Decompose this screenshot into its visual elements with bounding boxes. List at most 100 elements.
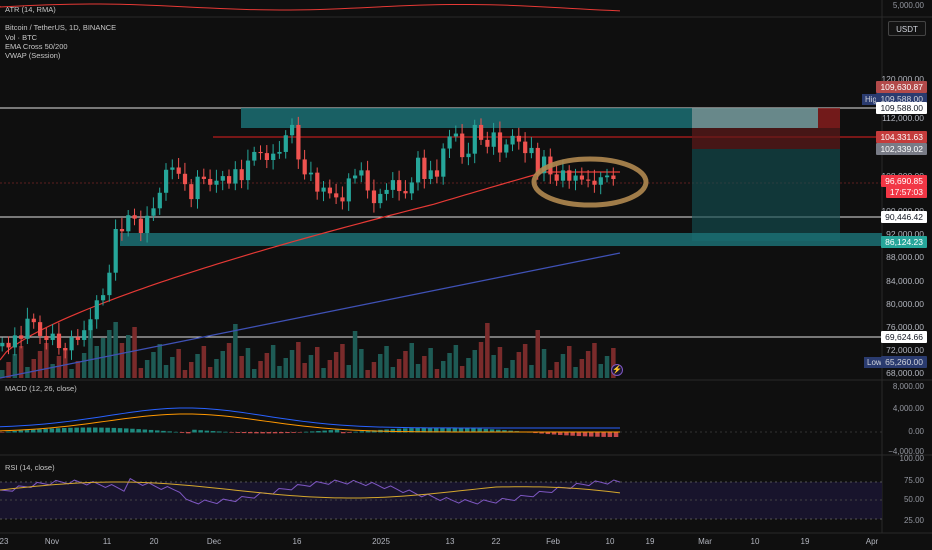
volume-bar (378, 354, 383, 378)
ema-50-line (0, 171, 620, 361)
candle-body (605, 175, 610, 178)
vwap-indicator-label[interactable]: VWAP (Session) (5, 51, 61, 60)
macd-histogram-bar (155, 430, 160, 433)
candle-body (50, 333, 55, 340)
candle-body (19, 335, 24, 339)
macd-histogram-bar (576, 432, 582, 437)
volume-bar (529, 365, 534, 378)
macd-histogram-bar (37, 429, 42, 433)
volume-bar (453, 345, 459, 378)
macd-histogram-bar (18, 430, 24, 433)
volume-bar (31, 359, 36, 378)
candle-body (359, 170, 364, 176)
volume-bar (390, 367, 396, 378)
support-level-badge: 90,446.42 (881, 211, 927, 223)
candle-body (560, 170, 566, 181)
volume-bar (0, 370, 5, 378)
macd-histogram-bar (142, 429, 148, 433)
volume-bar (327, 360, 333, 378)
time-axis-tick: 13 (445, 537, 455, 546)
volume-bar (403, 351, 408, 378)
volume-bar (541, 349, 547, 378)
macd-histogram-bar (111, 427, 117, 433)
volume-bar (384, 346, 389, 378)
candle-body (542, 156, 547, 174)
volume-bar (510, 360, 515, 378)
volume-bar (214, 359, 219, 378)
zone-projection (692, 108, 818, 128)
time-axis-tick: 19 (800, 537, 810, 546)
price-axis-tick: 112,000.00 (882, 113, 924, 123)
macd-histogram-bar (223, 431, 228, 433)
volume-bar (270, 345, 276, 378)
macd-histogram-bar (167, 431, 172, 433)
lightning-icon[interactable]: ⚡ (611, 364, 623, 376)
candle-body (586, 179, 591, 181)
candle-body (157, 192, 162, 209)
atr-indicator-label[interactable]: ATR (14, RMA) (5, 5, 56, 14)
time-axis-tick: 16 (292, 537, 302, 546)
volume-bar (207, 367, 213, 378)
macd-histogram-bar (93, 427, 98, 433)
volume-bar (459, 366, 465, 378)
ema-cross-indicator-label[interactable]: EMA Cross 50/200 (5, 42, 68, 51)
macd-histogram-bar (570, 432, 575, 436)
volume-indicator-label[interactable]: Vol · BTC (5, 33, 38, 42)
volume-bar (189, 362, 194, 378)
candle-body (12, 335, 17, 348)
volume-bar (592, 343, 597, 378)
candle-body (466, 153, 471, 158)
candle-body (101, 295, 106, 301)
macd-histogram-bar (303, 431, 309, 433)
volume-bar (94, 346, 99, 378)
macd-indicator-label[interactable]: MACD (12, 26, close) (5, 384, 77, 393)
time-axis-tick: 10 (750, 537, 760, 546)
macd-histogram-bar (353, 431, 358, 433)
volume-bar (283, 358, 288, 378)
candle-body (472, 124, 477, 154)
candle-body (233, 169, 238, 184)
volume-bar (504, 368, 509, 378)
candle-body (245, 160, 251, 181)
macd-histogram-bar (409, 428, 414, 433)
candle-body (56, 333, 62, 349)
currency-selector[interactable]: USDT (888, 21, 926, 36)
macd-histogram-bar (601, 432, 606, 437)
macd-histogram-bar (322, 430, 327, 433)
price-badge-109630: 109,630.87 (876, 81, 927, 93)
macd-histogram-bar (80, 427, 86, 433)
candle-body (491, 132, 496, 147)
price-badge-69624: 69,624.66 (881, 331, 927, 343)
macd-histogram-bar (217, 431, 222, 433)
macd-histogram-bar (279, 432, 284, 434)
macd-histogram-bar (74, 427, 79, 433)
chart-title[interactable]: Bitcoin / TetherUS, 1D, BINANCE (5, 23, 117, 32)
volume-bar (428, 348, 433, 378)
volume-bar (302, 363, 307, 378)
time-axis-tick: Mar (698, 537, 712, 546)
price-axis-tick: 84,000.00 (886, 276, 924, 286)
volume-bar (50, 364, 55, 378)
volume-bar (163, 365, 169, 378)
candle-body (283, 135, 288, 152)
macd-histogram-bar (192, 429, 197, 433)
rsi-indicator-label[interactable]: RSI (14, close) (5, 463, 55, 472)
rsi-tick: 50.00 (903, 495, 924, 504)
candle-body (252, 151, 257, 161)
macd-histogram-bar (613, 432, 619, 437)
macd-histogram-bar (31, 429, 36, 433)
volume-bar (201, 346, 207, 378)
candle-body (189, 184, 194, 200)
macd-histogram-bar (483, 428, 489, 433)
macd-histogram-bar (248, 432, 253, 434)
volume-bar (37, 351, 43, 378)
macd-histogram-bar (582, 432, 588, 437)
volume-bar (264, 353, 270, 378)
candle-body (529, 147, 534, 154)
candle-body (321, 187, 326, 192)
volume-bar (548, 370, 553, 378)
macd-histogram-bar (341, 432, 346, 434)
candle-body (378, 193, 383, 204)
volume-bar (63, 348, 68, 378)
